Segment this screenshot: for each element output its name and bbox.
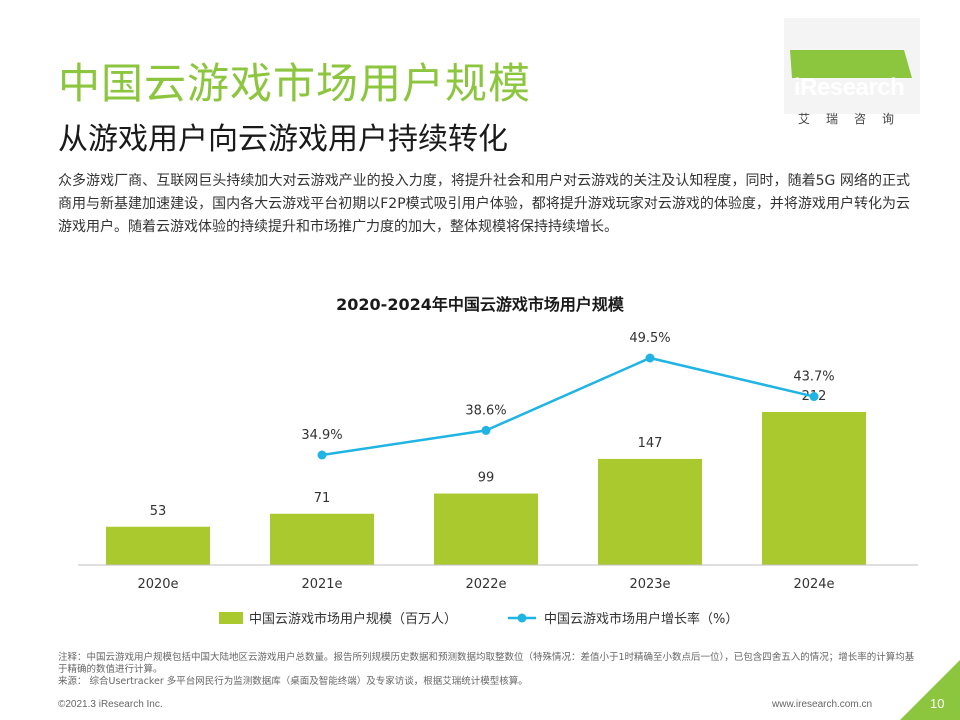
x-tick-label: 2023e (629, 577, 670, 592)
bar-value-label: 53 (150, 504, 167, 519)
legend-line-marker (517, 613, 527, 623)
source-line: 来源： 综合Usertracker 多平台网民行为监测数据库（桌面及智能终端）及… (58, 676, 528, 687)
growth-rate-point (809, 392, 819, 402)
growth-rate-label: 49.5% (629, 331, 670, 346)
page-number: 10 (930, 696, 945, 711)
bar-2023e (598, 458, 702, 565)
bar-value-label: 71 (314, 491, 331, 506)
corner-triangle-icon (900, 660, 960, 720)
note-line: 注释：中国云游戏用户规模包括中国大陆地区云游戏用户总数量。报告所列规模历史数据和… (58, 652, 915, 675)
growth-rate-point (317, 450, 327, 460)
x-tick-label: 2021e (301, 577, 342, 592)
growth-rate-label: 38.6% (465, 403, 506, 418)
x-tick-label: 2024e (793, 577, 834, 592)
bar-2020e (106, 526, 210, 565)
chart-title: 2020-2024年中国云游戏市场用户规模 (336, 295, 625, 314)
bar-value-label: 147 (638, 436, 663, 451)
copyright-text: ©2021.3 iResearch Inc. (58, 699, 163, 710)
iresearch-logo: iResearch 艾瑞咨询 (784, 18, 920, 126)
logo-text: iResearch (794, 74, 905, 101)
logo-subtext: 艾瑞咨询 (798, 112, 911, 126)
bar-2021e (270, 513, 374, 565)
legend-bar-swatch (219, 612, 243, 624)
bar-value-label: 99 (478, 471, 495, 486)
bar-2024e (762, 412, 866, 565)
page-title: 中国云游戏市场用户规模 (58, 59, 532, 108)
growth-rate-line (321, 356, 815, 457)
website-url: www.iresearch.com.cn (772, 699, 873, 710)
notes: 注释：中国云游戏用户规模包括中国大陆地区云游戏用户总数量。报告所列规模历史数据和… (58, 652, 918, 688)
x-tick-label: 2022e (465, 577, 506, 592)
logo-badge-icon (784, 18, 920, 114)
description-paragraph: 众多游戏厂商、互联网巨头持续加大对云游戏产业的投入力度，将提升社会和用户对云游戏… (58, 173, 910, 235)
growth-rate-label: 43.7% (793, 370, 834, 385)
growth-rate-label: 34.9% (301, 428, 342, 443)
legend-bar-label: 中国云游戏市场用户规模（百万人） (249, 611, 457, 627)
bar-2022e (434, 493, 538, 565)
user-scale-chart: 2020-2024年中国云游戏市场用户规模 537199147212 34.9%… (78, 295, 918, 627)
legend-line-label: 中国云游戏市场用户增长率（%） (544, 611, 738, 627)
page-subtitle: 从游戏用户向云游戏用户持续转化 (58, 122, 508, 157)
x-tick-label: 2020e (137, 577, 178, 592)
growth-rate-point (645, 353, 655, 363)
growth-rate-point (481, 425, 491, 435)
